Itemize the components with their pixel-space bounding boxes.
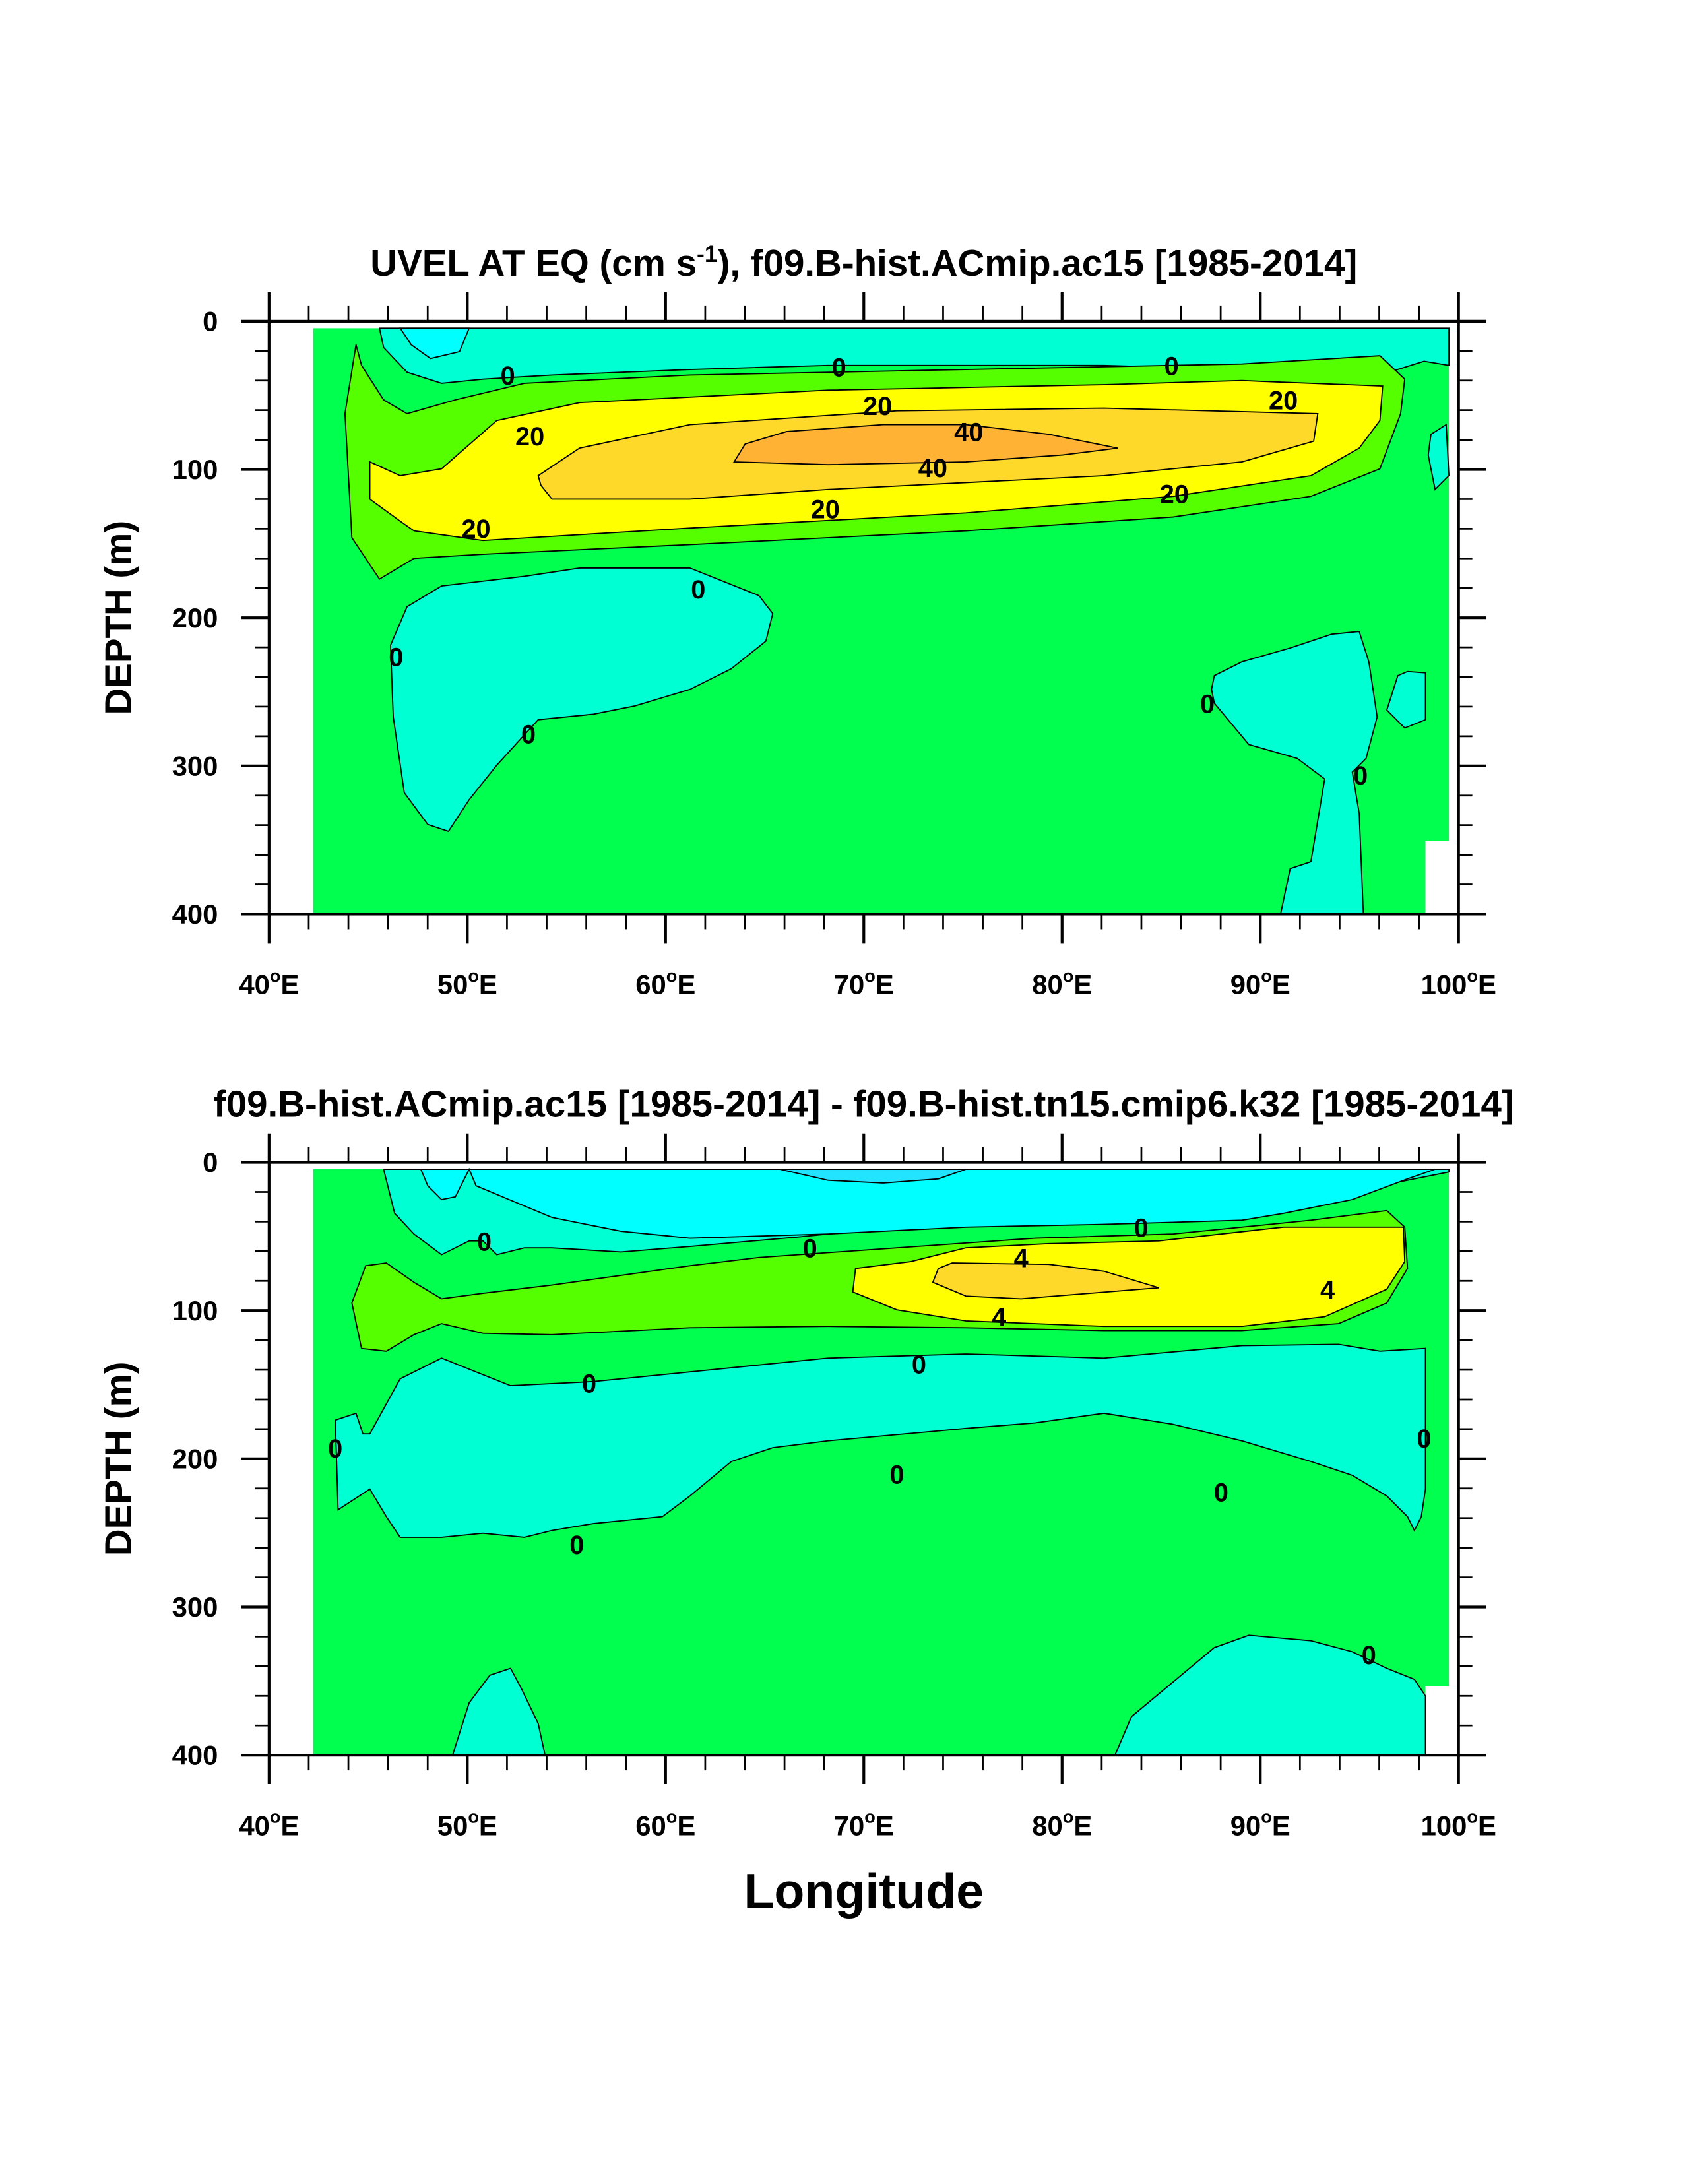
x-tick-label: 40oE [239,1807,299,1842]
x-tick-label: 100oE [1421,965,1496,1000]
contour-label: 0 [569,1531,584,1560]
contour-label: 0 [1362,1641,1376,1670]
top-panel-uvel: UVEL AT EQ (cm s-1), f09.B-hist.ACmip.ac… [98,241,1496,1000]
cyan-surface-region [398,327,470,360]
x-tick-label: 60oE [635,965,695,1000]
contour-label: 40 [954,418,983,447]
teal-mid-band-region [335,1343,1426,1538]
x-tick-label: 100oE [1421,1807,1496,1842]
contour-label: 20 [863,392,892,421]
contour-label: 0 [1164,352,1179,381]
x-tick-label: 90oE [1230,1807,1291,1842]
bottom-panel-difference: f09.B-hist.ACmip.ac15 [1985-2014] - f09.… [98,1083,1514,1919]
contour-label: 0 [501,362,515,391]
x-tick-label: 40oE [239,965,299,1000]
x-tick-label: 70oE [834,1807,894,1842]
bottom-panel-title: f09.B-hist.ACmip.ac15 [1985-2014] - f09.… [214,1083,1514,1125]
contour-label: 4 [1320,1275,1335,1304]
teal-east-deep-region [1211,631,1378,915]
contour-label: 20 [515,422,544,451]
contour-label: 0 [521,720,536,749]
orange-core-region [733,424,1118,466]
teal-surface-region [378,327,1450,384]
cyan-surface-region [420,1167,1436,1239]
y-tick-label: 0 [203,1147,218,1178]
y-tick-label: 400 [172,899,218,930]
contour-label: 4 [1014,1244,1029,1273]
x-tick-label: 70oE [834,965,894,1000]
contour-label: 0 [582,1370,596,1399]
x-tick-label: 50oE [437,965,497,1000]
x-tick-label: 80oE [1032,1807,1092,1842]
contour-label: 4 [992,1303,1006,1332]
bottom-y-axis-label: DEPTH (m) [98,1362,139,1557]
contour-label: 0 [803,1235,817,1264]
y-tick-label: 100 [172,454,218,485]
contour-label: 20 [461,515,490,544]
x-axis-label: Longitude [744,1863,984,1919]
y-tick-label: 200 [172,1443,218,1474]
teal-bottom-west-region [451,1667,546,1756]
contour-label: 0 [1214,1479,1228,1508]
contour-label: 0 [1134,1213,1149,1242]
y-tick-label: 0 [203,306,218,337]
teal-bottom-east-region [1114,1634,1426,1756]
contour-label: 0 [477,1227,492,1256]
contour-label: 0 [1353,761,1368,790]
x-tick-label: 80oE [1032,965,1092,1000]
x-tick-label: 60oE [635,1807,695,1842]
top-y-axis-label: DEPTH (m) [98,521,139,715]
top-panel-title: UVEL AT EQ (cm s-1), f09.B-hist.ACmip.ac… [370,241,1357,284]
y-tick-label: 100 [172,1295,218,1326]
x-tick-label: 90oE [1230,965,1291,1000]
contour-label: 0 [832,353,846,382]
y-tick-label: 400 [172,1740,218,1771]
teal-small-east-region [1386,670,1426,729]
contour-label: 0 [1417,1425,1431,1454]
contour-label: 20 [811,496,840,525]
teal-edge-east-region [1427,423,1450,491]
teal-west-deep-region [389,567,774,833]
y-tick-label: 300 [172,750,218,781]
contour-label: 40 [918,454,947,483]
blue-spot-region [779,1169,967,1184]
gold-region [932,1262,1160,1300]
contour-label: 0 [1200,690,1215,719]
yellow-region [852,1226,1406,1328]
contour-label: 0 [328,1434,342,1463]
contour-label: 0 [889,1460,904,1489]
contour-label: 0 [389,643,403,672]
contour-label: 0 [912,1350,926,1379]
y-tick-label: 300 [172,1591,218,1622]
contour-label: 20 [1269,387,1298,416]
contour-label: 20 [1160,480,1189,509]
contour-label: 0 [691,575,705,604]
y-tick-label: 200 [172,602,218,633]
x-tick-label: 50oE [437,1807,497,1842]
